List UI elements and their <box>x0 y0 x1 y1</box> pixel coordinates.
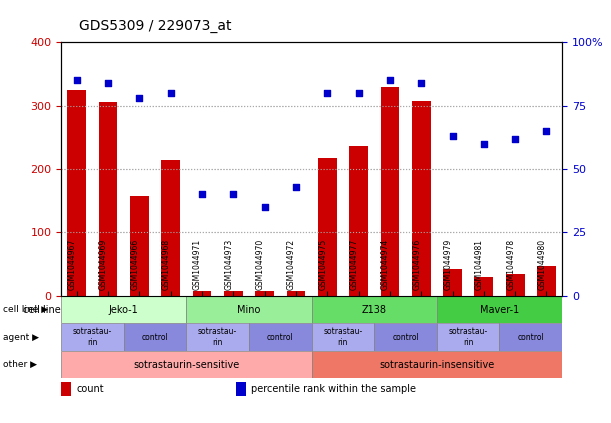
FancyBboxPatch shape <box>312 296 437 323</box>
Text: other ▶: other ▶ <box>3 360 37 369</box>
Point <box>448 133 458 140</box>
Point <box>385 77 395 84</box>
FancyBboxPatch shape <box>123 323 186 351</box>
FancyBboxPatch shape <box>374 323 437 351</box>
Point <box>166 90 175 96</box>
Text: Maver-1: Maver-1 <box>480 305 519 315</box>
Text: count: count <box>76 384 104 394</box>
Text: Z138: Z138 <box>362 305 387 315</box>
FancyBboxPatch shape <box>312 351 562 378</box>
Text: control: control <box>392 332 419 341</box>
Bar <box>412 101 431 296</box>
Bar <box>61 382 71 396</box>
Bar <box>475 277 493 296</box>
Text: sotrastaurin-insensitive: sotrastaurin-insensitive <box>379 360 494 370</box>
Point <box>197 191 207 198</box>
Text: cell line ▶: cell line ▶ <box>3 305 48 314</box>
Bar <box>236 382 246 396</box>
FancyBboxPatch shape <box>437 296 562 323</box>
Text: agent ▶: agent ▶ <box>3 332 39 341</box>
Bar <box>349 146 368 296</box>
Bar <box>130 196 149 296</box>
Text: sotrastau-
rin: sotrastau- rin <box>448 327 488 347</box>
Point <box>134 95 144 102</box>
Text: sotrastaurin-sensitive: sotrastaurin-sensitive <box>133 360 240 370</box>
Bar <box>287 291 306 296</box>
Point <box>72 77 82 84</box>
Bar <box>443 269 462 296</box>
FancyBboxPatch shape <box>437 323 500 351</box>
Bar <box>255 291 274 296</box>
Point <box>541 128 551 135</box>
FancyBboxPatch shape <box>61 323 123 351</box>
Text: GDS5309 / 229073_at: GDS5309 / 229073_at <box>79 19 232 33</box>
Text: control: control <box>267 332 294 341</box>
FancyBboxPatch shape <box>186 296 312 323</box>
FancyBboxPatch shape <box>61 296 186 323</box>
Bar <box>67 90 86 296</box>
Bar <box>161 159 180 296</box>
Point <box>510 135 520 142</box>
Point <box>291 184 301 190</box>
Text: sotrastau-
rin: sotrastau- rin <box>73 327 112 347</box>
Bar <box>224 291 243 296</box>
FancyBboxPatch shape <box>500 323 562 351</box>
Bar <box>192 291 211 296</box>
Bar <box>318 158 337 296</box>
Text: Jeko-1: Jeko-1 <box>109 305 139 315</box>
Bar <box>99 102 117 296</box>
Point <box>354 90 364 96</box>
FancyBboxPatch shape <box>61 351 312 378</box>
Point <box>416 80 426 86</box>
Text: sotrastau-
rin: sotrastau- rin <box>198 327 237 347</box>
Point <box>229 191 238 198</box>
FancyBboxPatch shape <box>186 323 249 351</box>
Text: control: control <box>142 332 169 341</box>
Bar <box>381 87 400 296</box>
Point <box>260 203 269 210</box>
FancyBboxPatch shape <box>249 323 312 351</box>
FancyBboxPatch shape <box>312 323 374 351</box>
Point <box>323 90 332 96</box>
Bar <box>537 266 556 296</box>
Text: cell line: cell line <box>23 305 61 315</box>
Text: sotrastau-
rin: sotrastau- rin <box>323 327 362 347</box>
Point <box>479 140 489 147</box>
Bar <box>506 274 524 296</box>
Text: percentile rank within the sample: percentile rank within the sample <box>252 384 417 394</box>
Point <box>103 80 113 86</box>
Text: control: control <box>518 332 544 341</box>
Text: Mino: Mino <box>237 305 261 315</box>
